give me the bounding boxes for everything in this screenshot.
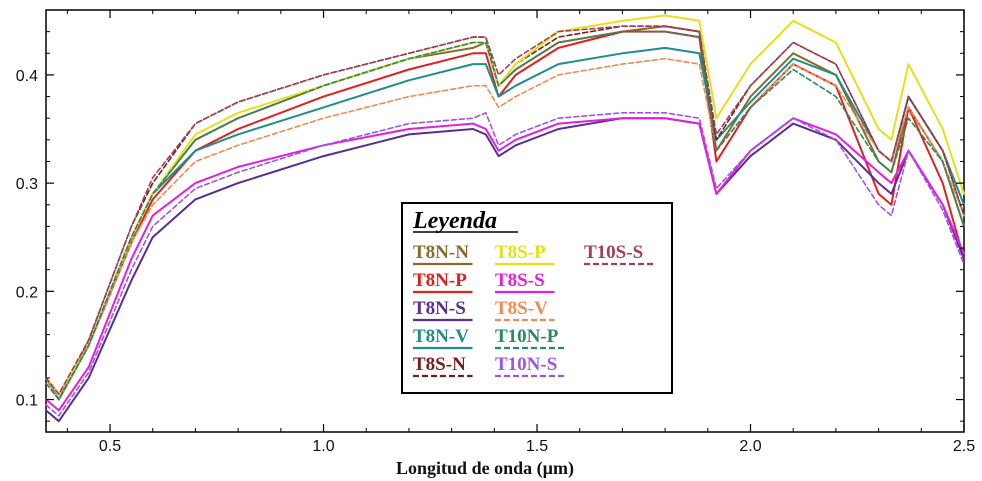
legend-entry-t10s-s: T10S-S — [584, 242, 643, 263]
y-tick-label: 0.3 — [16, 176, 38, 193]
legend-entry-t8s-p: T8S-P — [495, 242, 546, 263]
x-tick-label: 0.5 — [99, 438, 121, 455]
legend-entry-t10n-s: T10N-S — [495, 354, 557, 375]
legend-entry-t8s-n: T8S-N — [413, 354, 466, 375]
series-line-t8s-s — [45, 117, 965, 412]
series-line-t8s-n — [45, 25, 965, 401]
legend-entry-t8n-n: T8N-N — [413, 242, 469, 263]
y-tick-label: 0.4 — [16, 68, 38, 85]
legend-entry-t8n-v: T8N-V — [413, 326, 469, 347]
legend-entry-t10n-p: T10N-P — [495, 326, 559, 347]
series-line-t8s-v — [45, 57, 965, 401]
legend-entry-t8s-s: T8S-S — [495, 270, 545, 291]
x-tick-label: 1.0 — [312, 438, 334, 455]
series-layer — [45, 14, 965, 423]
y-axis: 0.1 0.2 0.3 0.4 — [16, 31, 964, 422]
legend: Leyenda T8N-NT8N-PT8N-ST8N-VT8S-NT8S-PT8… — [401, 202, 673, 394]
series-line-t8n-s — [45, 117, 965, 423]
legend-entries: T8N-N T8N-P T8N-S T8N-V T8S-N T8S-P T8S-S T8S-V… — [413, 242, 655, 378]
x-axis: 0.5 1.0 1.5 2.0 2.5 — [66, 10, 975, 455]
x-axis-label: Longitud de onda (µm) — [396, 458, 574, 479]
x-tick-label: 2.5 — [953, 438, 975, 455]
legend-entry-t8n-p: T8N-P — [413, 270, 467, 291]
x-tick-label: 1.5 — [526, 438, 548, 455]
legend-title: Leyenda — [412, 208, 497, 234]
x-tick-label: 2.0 — [739, 438, 761, 455]
legend-entry-t8n-s: T8N-S — [413, 298, 466, 319]
series-line-t10n-p — [45, 30, 965, 401]
legend-box — [401, 202, 673, 394]
y-tick-label: 0.2 — [16, 284, 38, 301]
series-line-t10s-s — [45, 25, 965, 395]
legend-entry-t8s-v: T8S-V — [495, 298, 548, 319]
y-tick-label: 0.1 — [16, 393, 38, 410]
series-line-t10n-s — [45, 112, 965, 417]
